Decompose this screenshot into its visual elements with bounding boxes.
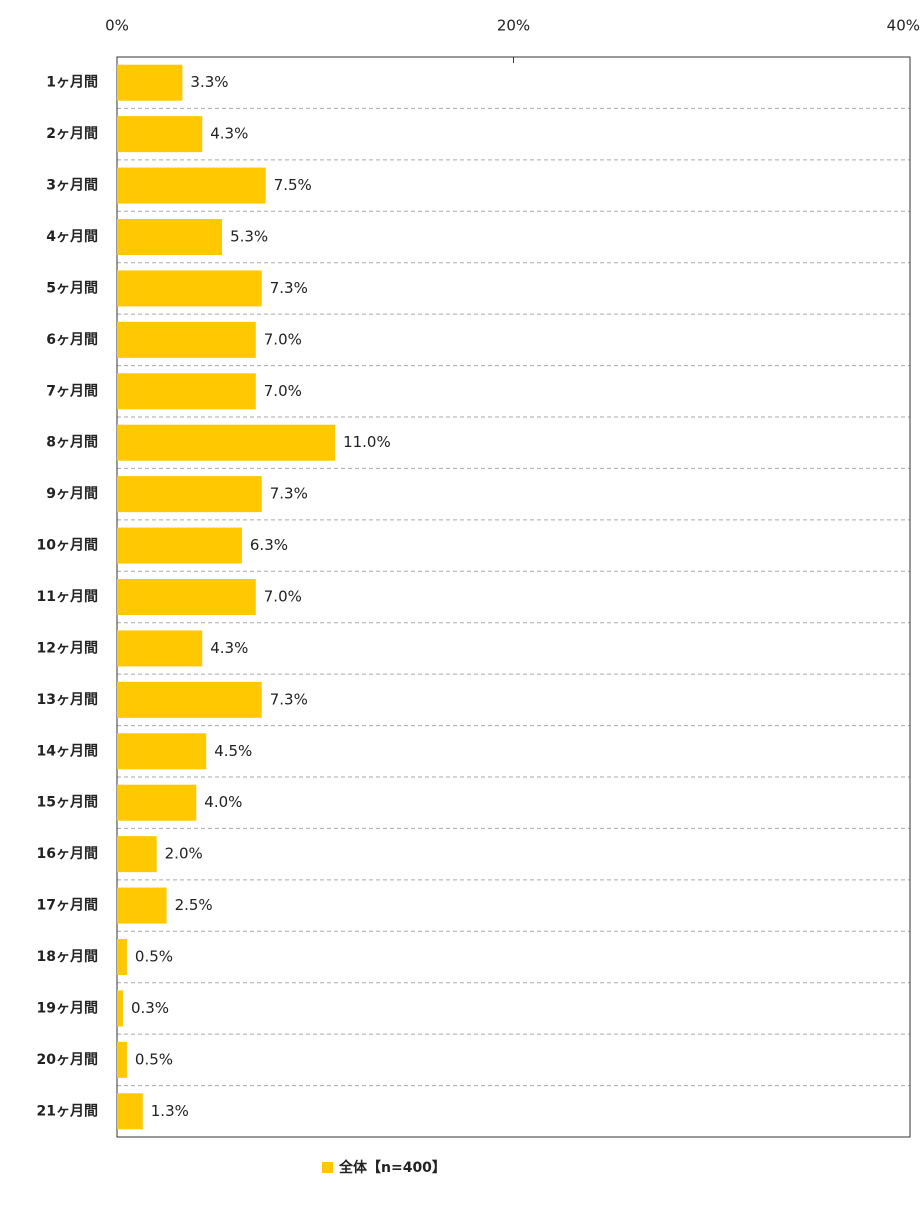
value-label: 3.3% xyxy=(190,73,228,91)
x-tick-label: 40% xyxy=(887,17,920,35)
bar xyxy=(117,321,256,358)
bar xyxy=(117,527,242,564)
value-label: 7.5% xyxy=(274,176,312,194)
category-label: 19ヶ月間 xyxy=(37,1000,98,1016)
bar xyxy=(117,1093,143,1130)
value-label: 0.5% xyxy=(135,1050,173,1068)
value-label: 0.3% xyxy=(131,999,169,1017)
category-label: 10ヶ月間 xyxy=(37,538,98,554)
category-label: 15ヶ月間 xyxy=(37,795,98,811)
bar xyxy=(117,167,266,204)
category-label: 14ヶ月間 xyxy=(37,743,98,759)
bar xyxy=(117,64,183,101)
value-label: 0.5% xyxy=(135,948,173,966)
value-label: 4.5% xyxy=(214,742,252,760)
bar xyxy=(117,990,123,1027)
bar xyxy=(117,939,127,975)
category-label: 5ヶ月間 xyxy=(46,280,98,296)
value-label: 2.0% xyxy=(165,845,203,863)
category-label: 17ヶ月間 xyxy=(37,898,98,914)
bar xyxy=(117,579,256,615)
value-label: 4.3% xyxy=(210,125,248,143)
category-label: 6ヶ月間 xyxy=(46,332,98,348)
category-label: 8ヶ月間 xyxy=(46,435,98,451)
category-label: 20ヶ月間 xyxy=(37,1052,98,1068)
category-label: 13ヶ月間 xyxy=(37,692,98,708)
category-label: 4ヶ月間 xyxy=(46,229,98,245)
bar xyxy=(117,116,203,153)
value-label: 7.3% xyxy=(270,485,308,503)
category-label: 21ヶ月間 xyxy=(37,1103,98,1119)
category-label: 11ヶ月間 xyxy=(37,589,98,605)
category-label: 2ヶ月間 xyxy=(46,126,98,142)
value-label: 7.3% xyxy=(270,279,308,297)
bar xyxy=(117,784,197,821)
value-label: 2.5% xyxy=(175,896,213,914)
bar xyxy=(117,373,256,410)
bar xyxy=(117,836,157,873)
value-label: 7.3% xyxy=(270,690,308,708)
value-label: 7.0% xyxy=(264,382,302,400)
value-label: 7.0% xyxy=(264,330,302,348)
value-label: 11.0% xyxy=(343,433,391,451)
value-label: 4.0% xyxy=(204,793,242,811)
bar xyxy=(117,733,207,770)
x-tick-label: 20% xyxy=(497,17,530,35)
bar xyxy=(117,887,167,924)
value-label: 1.3% xyxy=(151,1102,189,1120)
value-label: 5.3% xyxy=(230,228,268,246)
bar xyxy=(117,219,223,255)
category-label: 16ヶ月間 xyxy=(37,846,98,862)
category-label: 9ヶ月間 xyxy=(46,486,98,502)
category-label: 18ヶ月間 xyxy=(37,949,98,965)
value-label: 7.0% xyxy=(264,588,302,606)
value-label: 4.3% xyxy=(210,639,248,657)
category-label: 1ヶ月間 xyxy=(46,75,98,91)
bar xyxy=(117,630,203,667)
category-label: 3ヶ月間 xyxy=(46,178,98,194)
bar xyxy=(117,1041,127,1078)
value-label: 6.3% xyxy=(250,536,288,554)
legend-label: 全体【n=400】 xyxy=(338,1159,446,1176)
legend-swatch xyxy=(322,1162,333,1173)
category-label: 7ヶ月間 xyxy=(46,383,98,399)
bar xyxy=(117,681,262,718)
bar xyxy=(117,270,262,307)
x-tick-label: 0% xyxy=(105,17,129,35)
bar xyxy=(117,476,262,513)
bar xyxy=(117,424,336,461)
category-label: 12ヶ月間 xyxy=(37,640,98,656)
